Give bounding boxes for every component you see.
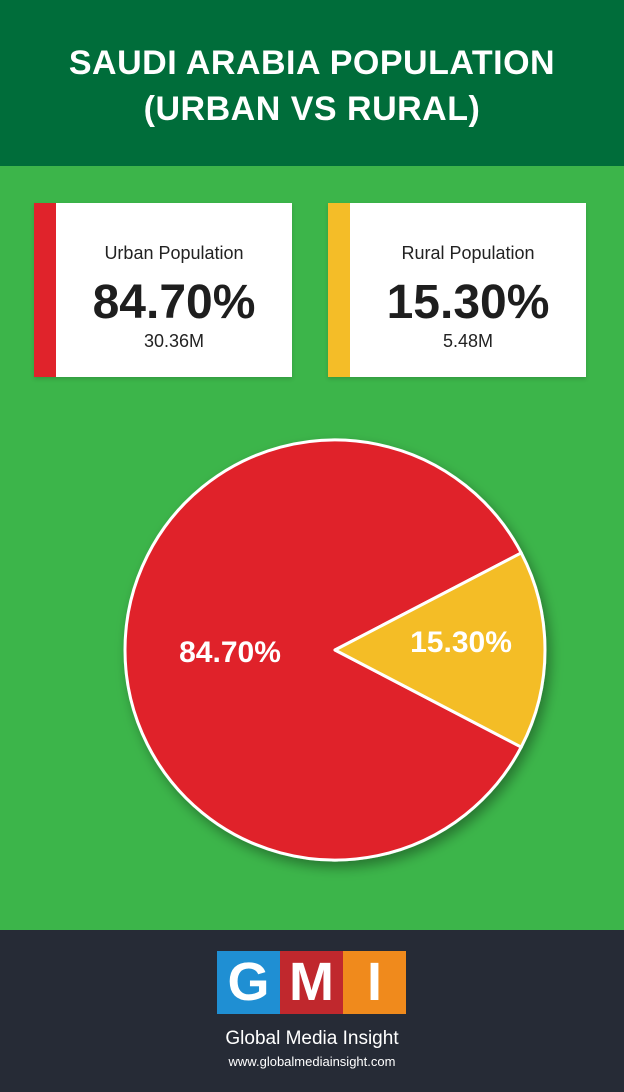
logo-letter-i: I <box>343 951 406 1014</box>
urban-label: Urban Population <box>104 243 244 263</box>
page-title: SAUDI ARABIA POPULATION <box>68 44 556 82</box>
urban-color-bar <box>34 203 56 377</box>
header-banner: SAUDI ARABIA POPULATION (URBAN VS RURAL) <box>0 0 624 166</box>
pie-label-rural: 15.30% <box>410 626 512 659</box>
rural-count: 5.48M <box>442 331 494 351</box>
logo-letter-m: M <box>280 951 343 1014</box>
pie-slice-rural <box>333 551 547 749</box>
urban-count: 30.36M <box>143 331 205 351</box>
pie-label-urban: 84.70% <box>179 636 281 669</box>
rural-stat-card: Rural Population 15.30% 5.48M <box>328 203 586 377</box>
rural-percent: 15.30% <box>386 276 550 329</box>
pie-slice-urban <box>123 438 523 862</box>
logo-letter-g: G <box>217 951 280 1014</box>
urban-percent: 84.70% <box>92 276 256 329</box>
rural-label: Rural Population <box>401 243 535 263</box>
brand-url: www.globalmediainsight.com <box>228 1054 396 1069</box>
gmi-logo: G M I <box>217 951 407 1014</box>
rural-color-bar <box>328 203 350 377</box>
population-pie-chart: 84.70% 15.30% <box>123 438 547 862</box>
page-subtitle: (URBAN VS RURAL) <box>143 90 481 128</box>
urban-stat-card: Urban Population 84.70% 30.36M <box>34 203 292 377</box>
brand-name: Global Media Insight <box>225 1028 399 1049</box>
